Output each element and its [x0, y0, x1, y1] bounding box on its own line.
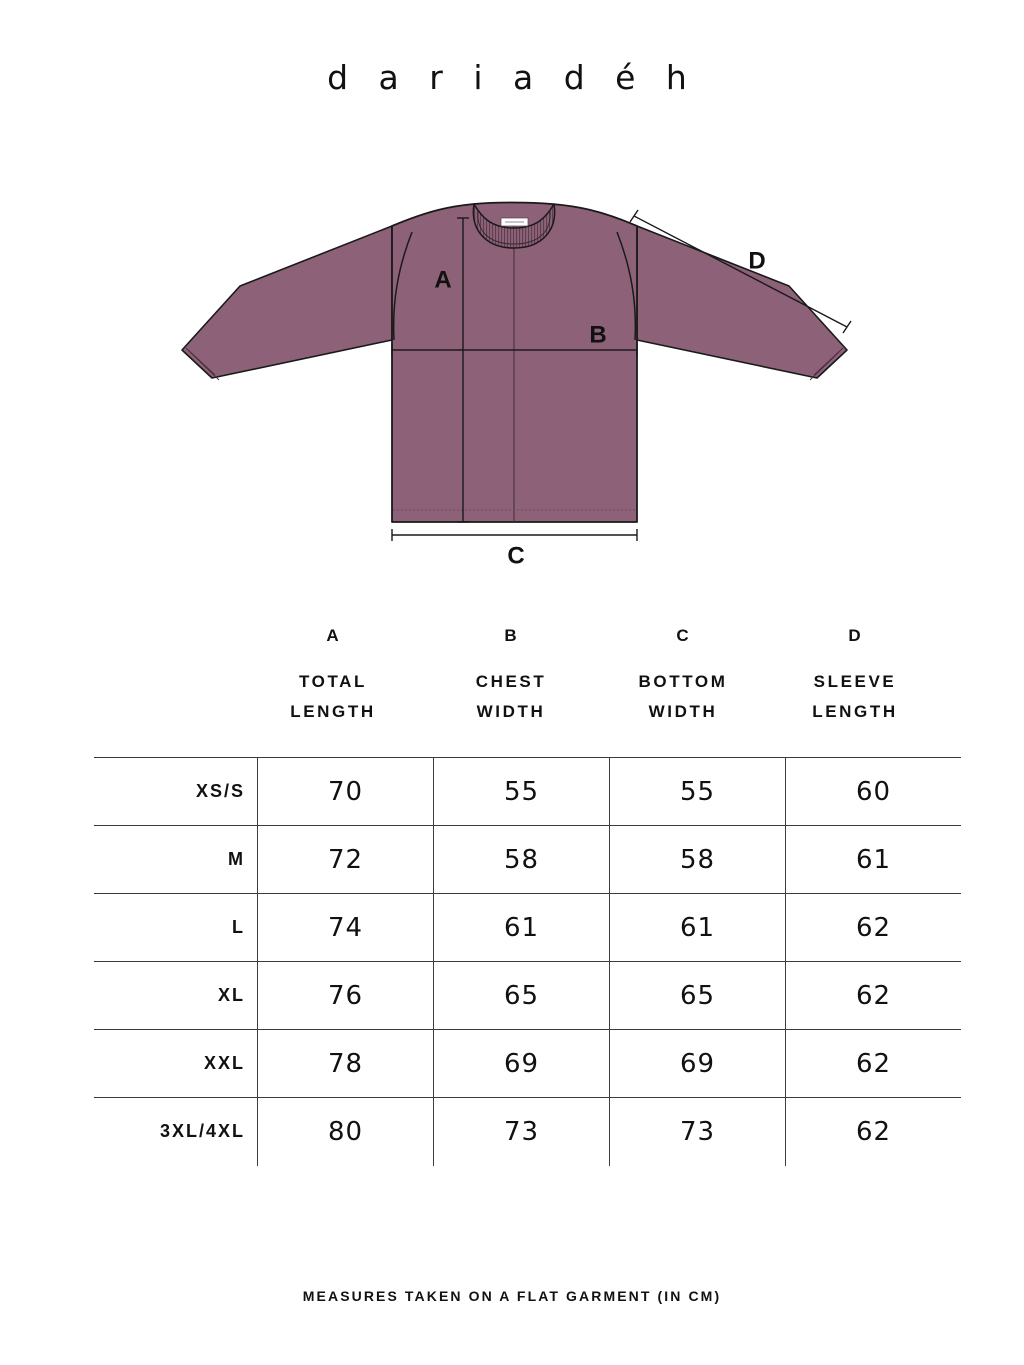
cell-chest-width: 69 [433, 1029, 610, 1098]
row-size-label: L [94, 893, 258, 962]
table-row: 3XL/4XL 80 73 73 62 [94, 1097, 961, 1166]
column-name-b-line1: CHEST [475, 672, 547, 691]
table-row: XL 76 65 65 62 [94, 961, 961, 1030]
column-name-d-line2: LENGTH [812, 702, 898, 721]
measure-marker-b: B [391, 321, 638, 356]
garment-illustration: A B C D [0, 190, 1024, 580]
cell-sleeve-length: 62 [785, 1097, 961, 1166]
table-row: M 72 58 58 61 [94, 825, 961, 894]
column-name-b-line2: WIDTH [476, 702, 546, 721]
column-letter-c: C [676, 626, 690, 645]
size-table-body: XS/S 70 55 55 60 M 72 58 58 61 L 74 61 6… [94, 757, 961, 1166]
table-row: XS/S 70 55 55 60 [94, 757, 961, 826]
row-size-label: M [94, 825, 258, 894]
cell-total-length: 78 [257, 1029, 434, 1098]
column-name-a: TOTAL LENGTH [244, 667, 422, 727]
cell-bottom-width: 55 [609, 757, 786, 826]
row-size-label: XS/S [94, 757, 258, 826]
cell-sleeve-length: 60 [785, 757, 961, 826]
measure-marker-d: D [629, 209, 852, 334]
cell-chest-width: 65 [433, 961, 610, 1030]
cell-bottom-width: 61 [609, 893, 786, 962]
column-name-c-line2: WIDTH [648, 702, 718, 721]
cell-bottom-width: 65 [609, 961, 786, 1030]
measure-label-a: A [434, 266, 451, 293]
cell-chest-width: 55 [433, 757, 610, 826]
footer-note: MEASURES TAKEN ON A FLAT GARMENT (IN CM) [302, 1288, 722, 1304]
cell-chest-width: 61 [433, 893, 610, 962]
column-letter-b: B [504, 626, 518, 645]
column-name-a-line2: LENGTH [290, 702, 376, 721]
column-header-d: D SLEEVE LENGTH [766, 626, 944, 727]
cell-total-length: 74 [257, 893, 434, 962]
table-row: XXL 78 69 69 62 [94, 1029, 961, 1098]
right-cuff-stitch-2 [809, 351, 840, 381]
measure-label-b: B [589, 321, 606, 348]
collar-inner-edge [477, 209, 551, 245]
column-name-d: SLEEVE LENGTH [766, 667, 944, 727]
cell-total-length: 70 [257, 757, 434, 826]
row-size-label: XXL [94, 1029, 258, 1098]
left-cuff-stitch-2 [189, 351, 220, 381]
measure-marker-c: C [391, 529, 638, 569]
cell-bottom-width: 58 [609, 825, 786, 894]
collar-rib [472, 203, 556, 249]
column-header-b: B CHEST WIDTH [422, 626, 600, 727]
cell-total-length: 72 [257, 825, 434, 894]
row-size-label: 3XL/4XL [94, 1097, 258, 1166]
table-row: L 74 61 61 62 [94, 893, 961, 962]
column-name-c: BOTTOM WIDTH [594, 667, 772, 727]
measure-label-d: D [748, 247, 765, 274]
brand-logo: d a r i a d é h [327, 58, 697, 97]
right-sleeve-shape [636, 225, 848, 379]
cell-total-length: 80 [257, 1097, 434, 1166]
column-letter-d: D [848, 626, 862, 645]
cell-total-length: 76 [257, 961, 434, 1030]
cell-sleeve-length: 62 [785, 961, 961, 1030]
left-sleeve-shape [181, 225, 393, 379]
measure-label-c: C [507, 542, 524, 569]
column-header-a: A TOTAL LENGTH [244, 626, 422, 727]
column-letter-a: A [326, 626, 340, 645]
cell-bottom-width: 73 [609, 1097, 786, 1166]
column-name-c-line1: BOTTOM [638, 672, 728, 691]
column-headers: A TOTAL LENGTH B CHEST WIDTH C BOTTOM WI… [94, 626, 936, 736]
cell-sleeve-length: 61 [785, 825, 961, 894]
column-name-b: CHEST WIDTH [422, 667, 600, 727]
cell-sleeve-length: 62 [785, 893, 961, 962]
column-name-d-line1: SLEEVE [813, 672, 897, 691]
row-size-label: XL [94, 961, 258, 1030]
cell-sleeve-length: 62 [785, 1029, 961, 1098]
cell-chest-width: 73 [433, 1097, 610, 1166]
cell-chest-width: 58 [433, 825, 610, 894]
right-armhole-seam [616, 231, 637, 341]
column-header-c: C BOTTOM WIDTH [594, 626, 772, 727]
cell-bottom-width: 69 [609, 1029, 786, 1098]
size-table: XS/S 70 55 55 60 M 72 58 58 61 L 74 61 6… [94, 757, 961, 1166]
left-armhole-seam [392, 231, 413, 341]
measure-marker-a: A [434, 217, 469, 523]
column-name-a-line1: TOTAL [298, 672, 368, 691]
